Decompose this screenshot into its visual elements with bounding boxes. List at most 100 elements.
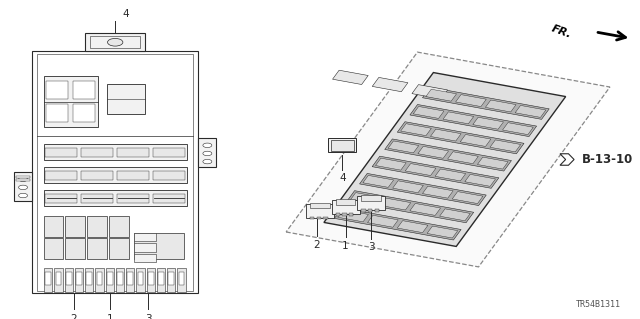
Bar bbox=[65, 238, 84, 259]
Bar bbox=[179, 272, 184, 285]
Bar bbox=[87, 238, 107, 259]
Bar bbox=[65, 268, 73, 292]
Text: 4: 4 bbox=[123, 9, 129, 19]
Polygon shape bbox=[452, 192, 483, 204]
Bar bbox=[310, 217, 314, 219]
Text: FR.: FR. bbox=[550, 24, 573, 40]
Bar bbox=[109, 216, 129, 236]
Bar bbox=[126, 268, 134, 292]
Polygon shape bbox=[515, 105, 546, 117]
Polygon shape bbox=[435, 169, 466, 181]
Polygon shape bbox=[502, 123, 533, 135]
Bar bbox=[332, 200, 360, 214]
Bar bbox=[336, 213, 340, 216]
Polygon shape bbox=[324, 72, 566, 247]
Polygon shape bbox=[393, 181, 423, 193]
Bar bbox=[109, 238, 129, 259]
Polygon shape bbox=[338, 210, 369, 222]
Bar bbox=[97, 272, 102, 285]
Bar bbox=[198, 138, 216, 167]
Bar bbox=[87, 216, 107, 236]
Polygon shape bbox=[465, 174, 495, 186]
Bar bbox=[134, 233, 157, 241]
Polygon shape bbox=[412, 85, 447, 99]
Bar bbox=[16, 179, 30, 181]
Bar bbox=[44, 167, 187, 183]
Text: 3: 3 bbox=[368, 242, 374, 252]
Polygon shape bbox=[443, 112, 474, 124]
Bar bbox=[168, 272, 174, 285]
Bar bbox=[362, 209, 365, 212]
Bar bbox=[76, 272, 82, 285]
Polygon shape bbox=[560, 154, 574, 165]
Polygon shape bbox=[380, 198, 411, 210]
Polygon shape bbox=[367, 215, 398, 227]
Polygon shape bbox=[334, 208, 461, 240]
Text: 2: 2 bbox=[70, 314, 77, 319]
Bar bbox=[106, 268, 114, 292]
Bar bbox=[44, 190, 187, 206]
Bar bbox=[54, 268, 63, 292]
Text: B-13-10: B-13-10 bbox=[582, 153, 633, 166]
Polygon shape bbox=[372, 156, 499, 188]
Text: 3: 3 bbox=[145, 314, 152, 319]
Polygon shape bbox=[333, 70, 368, 85]
Polygon shape bbox=[485, 100, 516, 112]
Bar bbox=[81, 147, 113, 157]
Bar bbox=[45, 147, 77, 157]
Bar bbox=[44, 268, 52, 292]
Polygon shape bbox=[405, 164, 436, 175]
Polygon shape bbox=[350, 193, 381, 204]
Polygon shape bbox=[360, 174, 486, 205]
Polygon shape bbox=[473, 117, 504, 129]
Bar bbox=[44, 76, 98, 127]
Bar bbox=[134, 254, 157, 262]
Polygon shape bbox=[410, 105, 536, 137]
Polygon shape bbox=[418, 146, 449, 158]
Circle shape bbox=[19, 177, 28, 182]
Bar bbox=[37, 54, 193, 291]
Circle shape bbox=[108, 39, 123, 46]
Bar bbox=[75, 268, 83, 292]
Bar bbox=[74, 104, 95, 122]
Bar bbox=[81, 171, 113, 180]
Polygon shape bbox=[410, 204, 440, 215]
Bar bbox=[65, 216, 84, 236]
Bar bbox=[342, 213, 347, 216]
Polygon shape bbox=[397, 122, 524, 154]
Bar bbox=[45, 194, 77, 203]
Bar bbox=[56, 272, 61, 285]
Bar bbox=[138, 272, 143, 285]
Bar bbox=[153, 171, 185, 180]
Bar bbox=[44, 238, 63, 259]
Bar bbox=[310, 203, 330, 208]
Bar bbox=[14, 172, 32, 201]
Bar bbox=[95, 268, 104, 292]
Bar bbox=[44, 145, 187, 160]
Bar bbox=[177, 268, 186, 292]
Polygon shape bbox=[422, 186, 453, 198]
Circle shape bbox=[19, 193, 28, 198]
Bar bbox=[357, 196, 385, 210]
Polygon shape bbox=[456, 95, 486, 107]
Text: 2: 2 bbox=[314, 240, 320, 249]
Polygon shape bbox=[477, 157, 508, 169]
Polygon shape bbox=[376, 158, 406, 170]
Bar bbox=[331, 139, 354, 151]
Bar bbox=[134, 243, 157, 251]
Bar bbox=[117, 194, 149, 203]
Bar bbox=[44, 216, 63, 236]
Bar bbox=[153, 147, 185, 157]
Bar bbox=[32, 51, 198, 293]
Circle shape bbox=[203, 160, 212, 164]
Bar bbox=[147, 268, 155, 292]
Bar bbox=[374, 209, 379, 212]
Polygon shape bbox=[490, 140, 521, 152]
Bar bbox=[158, 272, 164, 285]
Bar bbox=[167, 268, 175, 292]
Circle shape bbox=[203, 143, 212, 147]
Text: TR54B1311: TR54B1311 bbox=[576, 300, 621, 309]
Bar bbox=[362, 195, 381, 201]
Polygon shape bbox=[447, 152, 478, 164]
Bar bbox=[349, 213, 353, 216]
